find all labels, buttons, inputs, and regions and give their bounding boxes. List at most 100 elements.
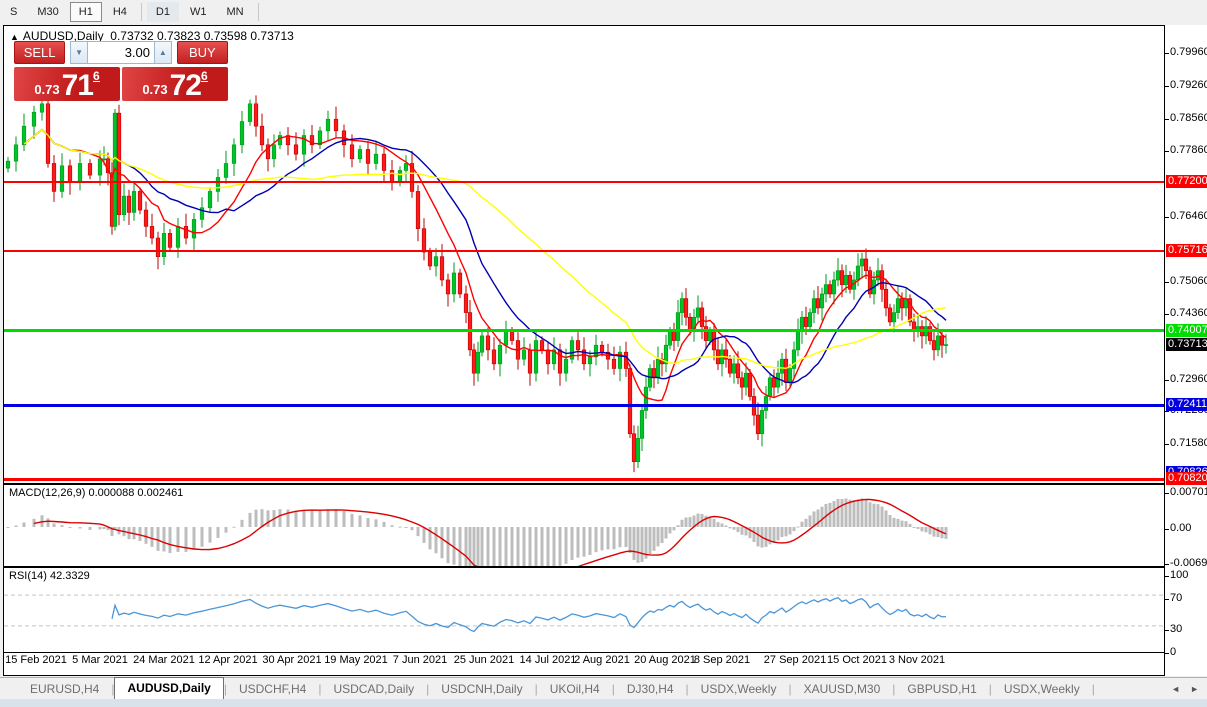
tab-separator: | [685, 681, 689, 696]
price-tick-0.79260: 0.79260 [1170, 79, 1207, 92]
tab-separator: | [788, 681, 792, 696]
rsi-name: RSI(14) [9, 570, 47, 582]
collapse-trade-panel-icon[interactable]: ▲ [10, 32, 19, 42]
main-price-pane[interactable]: ▲ AUDUSD,Daily 0.73732 0.73823 0.73598 0.… [4, 26, 1164, 485]
volume-increase-button[interactable]: ▲ [154, 41, 172, 64]
toolbar-separator [140, 3, 142, 21]
price-tick-0.78560: 0.78560 [1170, 111, 1207, 124]
chart-tab-usdcnh-daily[interactable]: USDCNH,Daily [441, 681, 523, 696]
date-tick: 8 Sep 2021 [693, 654, 751, 666]
hline-0.77200[interactable] [4, 181, 1164, 183]
tab-separator: | [988, 681, 992, 696]
axis-tick [1165, 599, 1169, 601]
price-tick-0.71580: 0.71580 [1170, 436, 1207, 449]
price-tick-0.77860: 0.77860 [1170, 144, 1207, 157]
chart-title: ▲ AUDUSD,Daily 0.73732 0.73823 0.73598 0.… [10, 29, 294, 43]
timeframe-button-h4[interactable]: H4 [112, 6, 127, 18]
axis-tick [1165, 86, 1169, 88]
axis-tick [1165, 151, 1169, 153]
chart-tab-audusd-daily[interactable]: AUDUSD,Daily [114, 676, 224, 699]
axis-tick [1165, 564, 1169, 565]
rsi-label: RSI(14) 42.3329 [9, 570, 90, 582]
axis-tick [1165, 216, 1169, 218]
chart-tab-usdchf-h4[interactable]: USDCHF,H4 [238, 681, 307, 696]
price-tick-0.74360: 0.74360 [1170, 307, 1207, 320]
price-tick-0.76460: 0.76460 [1170, 209, 1207, 222]
candlestick-chart[interactable] [4, 26, 1164, 485]
date-tick: 15 Feb 2021 [5, 654, 67, 666]
date-axis: 15 Feb 2021 5 Mar 2021 24 Mar 2021 12 Apr 2… [4, 653, 1164, 669]
axis-tick [1165, 53, 1169, 55]
chart-tab-usdx-weekly[interactable]: USDX,Weekly [700, 681, 777, 696]
timeframe-button-m30[interactable]: M30 [37, 6, 59, 18]
macd-pane[interactable]: MACD(12,26,9) 0.000088 0.002461 [4, 485, 1164, 568]
timeframe-button-d1[interactable]: D1 [146, 2, 179, 22]
tab-scroll-right-icon[interactable]: ► [1190, 683, 1199, 694]
hline-0.74007[interactable] [4, 329, 1164, 332]
chart-symbol-period: AUDUSD,Daily [22, 29, 104, 43]
date-tick: 15 Oct 2021 [827, 654, 887, 666]
rsi-pane[interactable]: RSI(14) 42.3329 [4, 568, 1164, 653]
date-tick: 27 Sep 2021 [763, 654, 827, 666]
macd-axis-top: 0.007015 [1170, 486, 1207, 498]
sell-price-display[interactable]: 0.73 71 6 [14, 67, 120, 101]
date-tick: 24 Mar 2021 [133, 654, 195, 666]
date-tick: 3 Nov 2021 [888, 654, 946, 666]
chart-tab-dj30-h4[interactable]: DJ30,H4 [626, 681, 674, 696]
chart-ohlc-values: 0.73732 0.73823 0.73598 0.73713 [110, 29, 294, 43]
timeframe-button-w1[interactable]: W1 [189, 6, 207, 18]
tab-scroll-left-icon[interactable]: ◄ [1171, 683, 1181, 694]
tab-separator: | [534, 681, 538, 696]
buy-price-pip: 6 [201, 69, 208, 83]
chart-tab-ukoil-h4[interactable]: UKOil,H4 [549, 681, 600, 696]
tab-separator: | [111, 681, 115, 696]
rsi-value: 42.3329 [49, 570, 90, 582]
date-tick: 12 Apr 2021 [198, 654, 258, 666]
tab-separator: | [611, 681, 615, 696]
macd-name: MACD(12,26,9) [9, 487, 86, 499]
hline-0.72411[interactable] [4, 404, 1164, 407]
status-strip [0, 699, 1207, 707]
chart-tab-usdx-weekly[interactable]: USDX,Weekly [1003, 681, 1080, 696]
timeframe-button-h1[interactable]: H1 [69, 2, 102, 22]
macd-chart[interactable] [4, 485, 1164, 568]
price-tag-0.77200: 0.77200 [1166, 175, 1207, 189]
current-price-tag: 0.73713 [1166, 337, 1207, 351]
macd-label: MACD(12,26,9) 0.000088 0.002461 [9, 487, 183, 499]
macd-axis-zero: 0.00 [1170, 522, 1192, 534]
macd-axis-bottom: -0.006923 [1170, 557, 1207, 569]
sell-button[interactable]: SELL [14, 41, 66, 64]
price-tag-0.74007: 0.74007 [1166, 323, 1207, 337]
buy-button[interactable]: BUY [176, 41, 228, 64]
hline-0.70820[interactable] [4, 478, 1164, 481]
timeframe-toolbar: S M30 H1 H4 D1 W1 MN [0, 0, 1207, 24]
buy-price-display[interactable]: 0.73 72 6 [122, 67, 228, 101]
price-tag-0.75716: 0.75716 [1166, 244, 1207, 258]
volume-input[interactable] [88, 41, 154, 64]
hline-0.75716[interactable] [4, 250, 1164, 252]
date-tick: 7 Jun 2021 [392, 654, 448, 666]
tab-separator: | [318, 681, 322, 696]
timeframe-button-mn[interactable]: MN [226, 6, 244, 18]
axis-tick [1165, 653, 1169, 654]
toolbar-separator [257, 3, 259, 21]
sell-price-big: 71 [61, 69, 94, 102]
chart-tab-xauusd-m30[interactable]: XAUUSD,M30 [803, 681, 881, 696]
axis-tick [1165, 629, 1169, 631]
chart-tab-eurusd-h4[interactable]: EURUSD,H4 [30, 681, 100, 696]
chart-tab-usdcad-daily[interactable]: USDCAD,Daily [333, 681, 415, 696]
date-tick: 5 Mar 2021 [72, 654, 128, 666]
tab-separator: | [1091, 681, 1095, 696]
chart-tab-gbpusd-h1[interactable]: GBPUSD,H1 [907, 681, 977, 696]
tab-separator: | [223, 681, 227, 696]
date-tick: 14 Jul 2021 [519, 654, 577, 666]
rsi-chart[interactable] [4, 568, 1164, 653]
volume-decrease-button[interactable]: ▼ [70, 41, 88, 64]
tab-separator: | [426, 681, 430, 696]
price-tick-0.75060: 0.75060 [1170, 274, 1207, 287]
price-tag-0.72411: 0.72411 [1166, 398, 1207, 412]
axis-tick [1165, 281, 1169, 283]
timeframe-button-s[interactable]: S [10, 6, 18, 18]
